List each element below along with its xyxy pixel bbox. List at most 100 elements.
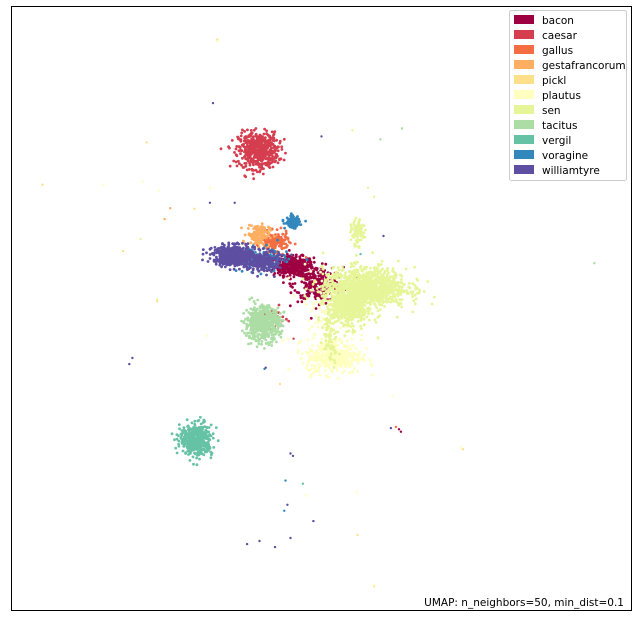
point-caesar [268,139,271,143]
point-plautus [287,276,290,280]
point-bacon [288,282,292,285]
point-caesar [257,149,261,153]
point-sen [365,315,369,319]
point-bacon [306,263,310,267]
point-caesar [272,136,276,140]
point-sen [352,285,356,289]
point-sen [348,315,352,319]
point-plautus [309,270,313,273]
point-plautus [312,302,315,305]
point-bacon [312,260,316,264]
point-gallus [283,242,286,246]
point-plautus [350,360,354,363]
point-sen [398,298,402,302]
point-vergil [209,423,213,427]
point-sen [376,267,380,271]
point-tacitus [255,319,259,323]
point-vergil [177,434,180,438]
point-caesar [272,134,275,137]
point-sen [327,340,331,344]
point-caesar [264,140,267,143]
point-vergil [214,426,218,429]
point-bacon [324,262,328,266]
point-caesar [250,146,254,150]
point-sen [343,283,347,287]
point-gallus [278,236,281,240]
point-sen [329,292,333,296]
point-tacitus [258,314,262,318]
point-gestafrancorum [260,222,264,226]
point-tacitus [275,330,279,334]
point-sen [384,298,388,302]
point-plautus [352,351,355,354]
point-gestafrancorum [249,241,253,245]
point-tacitus [379,138,382,141]
point-plautus [347,344,350,348]
point-sen [337,304,341,308]
point-sen [383,271,387,275]
point-caesar [274,152,278,156]
point-sen [317,318,320,322]
point-plautus [329,368,333,372]
point-tacitus [255,345,259,348]
point-sen [374,321,378,324]
point-gestafrancorum [260,225,263,228]
point-sen [320,294,324,298]
point-caesar [256,159,259,163]
point-vergil [199,422,203,426]
point-sen [377,264,381,268]
point-bacon [310,276,313,280]
point-voragine [283,226,286,230]
point-sen [373,195,376,198]
point-tacitus [273,337,276,341]
point-plautus [320,279,324,283]
point-caesar [253,149,256,152]
point-gallus [285,244,289,247]
point-vergil [189,435,192,438]
point-sen [322,302,325,306]
point-caesar [253,139,256,143]
point-caesar [238,162,241,166]
point-caesar [241,128,244,132]
point-sen [352,304,355,308]
point-voragine [240,269,244,273]
point-caesar [250,167,254,171]
point-vergil [199,415,202,419]
point-voragine [265,243,268,247]
point-caesar [269,151,272,155]
point-sen [325,328,328,332]
point-vergil [203,425,207,428]
point-sen [373,318,377,322]
point-gestafrancorum [260,227,264,231]
point-sen [329,329,332,333]
point-bacon [291,282,294,286]
point-sen [347,290,351,293]
point-gestafrancorum [267,233,270,236]
point-bacon [287,259,291,263]
point-tacitus [248,298,252,301]
point-plautus [312,352,315,355]
point-sen [363,265,367,269]
point-vergil [185,418,189,422]
point-bacon [313,284,317,288]
point-sen [399,273,402,277]
point-sen [337,283,341,286]
point-sen [332,290,335,294]
point-caesar [255,140,259,143]
point-pickl [461,448,465,451]
point-plautus [352,356,355,360]
point-sen [376,273,380,276]
point-sen [414,297,418,301]
point-sen [374,293,377,297]
series-caesar [219,127,295,340]
point-bacon [300,300,304,304]
point-tacitus [252,300,256,303]
point-plautus [335,358,339,362]
point-caesar [244,141,248,145]
point-sen [360,310,364,314]
point-sen [357,245,361,249]
point-sen [336,273,340,276]
point-sen [379,263,383,266]
point-tacitus [593,262,596,265]
point-sen [328,299,331,303]
